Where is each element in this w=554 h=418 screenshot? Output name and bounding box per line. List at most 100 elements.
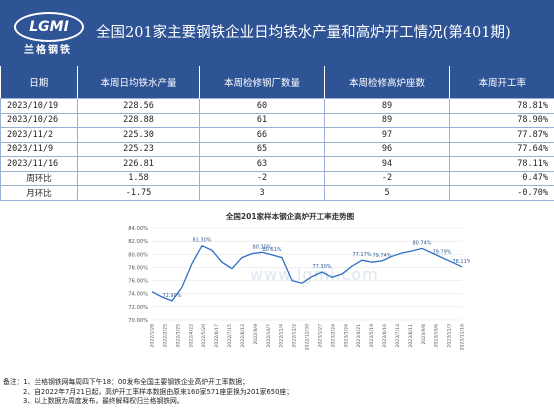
- mom-label: 月环比: [0, 185, 78, 201]
- cell-furnaces: 89: [324, 98, 450, 114]
- data-label: 78.11%: [452, 259, 470, 265]
- y-tick-label: 78.00%: [128, 265, 148, 271]
- note-line: 2、自2022年7月21日起，高炉开工率样本数据由原来160家571座更换为20…: [23, 387, 294, 396]
- x-tick-label: 2022/3/25: [175, 324, 181, 348]
- y-tick-label: 82.00%: [128, 239, 148, 245]
- table-row: 2023/10/19 228.56 60 89 78.81%: [0, 98, 554, 114]
- note-line: 备注：1、兰格钢铁网每周四下午18：00发布全国主要钢铁企业高炉开工率数据；: [3, 378, 249, 386]
- logo-text: 兰格钢铁: [24, 45, 72, 56]
- cell-rate: 78.90%: [449, 112, 554, 128]
- x-tick-label: 2023/3/24: [343, 324, 349, 348]
- col-header-furnaces: 本周检修高炉座数: [324, 66, 450, 99]
- x-tick-label: 2022/8/12: [240, 324, 246, 348]
- x-tick-label: 2023/7/14: [395, 324, 401, 348]
- cell-mills: 61: [199, 112, 325, 128]
- data-label: 80.74%: [412, 240, 431, 246]
- cell-date: 2023/10/26: [0, 112, 78, 128]
- table-row: 2023/10/26 228.88 61 89 78.90%: [0, 112, 554, 128]
- cell-date: 2023/11/2: [0, 127, 78, 143]
- data-label: 80.30%: [252, 244, 271, 250]
- table-row: 2023/11/16 226.81 63 94 78.11%: [0, 156, 554, 172]
- x-tick-label: 2023/11/3: [447, 324, 453, 348]
- mom-furnaces: 5: [324, 185, 450, 201]
- cell-date: 2023/10/19: [0, 98, 78, 114]
- x-tick-label: 2022/2/25: [162, 324, 168, 348]
- table-header-row: 日期 本周日均铁水产量 本周检修钢厂数量 本周检修高炉座数 本周开工率: [0, 66, 554, 99]
- x-tick-label: 2022/5/20: [201, 324, 207, 348]
- wow-rate: 0.47%: [449, 170, 554, 186]
- logo-mark: LGMI: [14, 12, 84, 42]
- y-tick-label: 84.00%: [128, 226, 148, 232]
- x-tick-label: 2023/1/27: [317, 324, 323, 348]
- x-tick-label: 2022/11/4: [279, 324, 285, 348]
- cell-date: 2023/11/9: [0, 141, 78, 157]
- x-tick-label: 2023/8/11: [408, 324, 414, 348]
- footnotes: 备注：1、兰格钢铁网每周四下午18：00发布全国主要钢铁企业高炉开工率数据； 2…: [3, 378, 553, 407]
- y-tick-label: 74.00%: [128, 292, 148, 298]
- cell-mills: 63: [199, 156, 325, 172]
- x-tick-label: 2022/9/9: [253, 324, 259, 345]
- cell-mills: 60: [199, 98, 325, 114]
- x-tick-label: 2023/2/24: [330, 324, 336, 348]
- cell-furnaces: 97: [324, 127, 450, 143]
- cell-furnaces: 96: [324, 141, 450, 157]
- col-header-output: 本周日均铁水产量: [77, 66, 200, 99]
- x-tick-label: 2022/12/2: [292, 324, 298, 348]
- col-header-date: 日期: [0, 66, 78, 99]
- cell-mills: 66: [199, 127, 325, 143]
- mom-rate: -0.70%: [449, 185, 554, 201]
- data-label: 79.74%: [372, 253, 391, 259]
- cell-date: 2023/11/16: [0, 156, 78, 172]
- y-tick-label: 72.00%: [128, 305, 148, 311]
- data-table: 日期 本周日均铁水产量 本周检修钢厂数量 本周检修高炉座数 本周开工率 2023…: [0, 66, 554, 201]
- cell-mills: 65: [199, 141, 325, 157]
- data-label: 80.61%: [262, 247, 281, 253]
- y-tick-label: 70.00%: [128, 318, 148, 324]
- wow-furnaces: -2: [324, 170, 450, 186]
- wow-label: 周环比: [0, 170, 78, 186]
- cell-output: 225.23: [77, 141, 200, 157]
- data-label: 77.30%: [312, 264, 331, 270]
- wow-output: 1.58: [77, 170, 200, 186]
- x-tick-label: 2022/7/15: [227, 324, 233, 348]
- cell-rate: 77.64%: [449, 141, 554, 157]
- mom-output: -1.75: [77, 185, 200, 201]
- x-tick-label: 2023/6/16: [382, 324, 388, 348]
- data-label: 79.79%: [432, 250, 451, 256]
- page-title: 全国201家主要钢铁企业日均铁水产量和高炉开工情况(第401期): [96, 25, 511, 41]
- x-tick-label: 2023/11/16: [460, 324, 466, 351]
- watermark: www.lgmi.com: [250, 265, 379, 284]
- col-header-mills: 本周检修钢厂数量: [199, 66, 325, 99]
- x-tick-label: 2023/5/19: [369, 324, 375, 348]
- chart-title: 全国201家样本钢企高炉开工率走势图: [225, 212, 355, 221]
- wow-row: 周环比 1.58 -2 -2 0.47%: [0, 170, 554, 186]
- mom-mills: 3: [199, 185, 325, 201]
- x-tick-label: 2022/1/28: [150, 324, 156, 348]
- x-tick-label: 2022/12/30: [305, 324, 311, 351]
- mom-row: 月环比 -1.75 3 5 -0.70%: [0, 185, 554, 201]
- logo: LGMI 兰格钢铁: [8, 10, 86, 56]
- cell-output: 226.81: [77, 156, 200, 172]
- cell-rate: 77.87%: [449, 127, 554, 143]
- cell-rate: 78.81%: [449, 98, 554, 114]
- data-label: 77.17%: [352, 252, 371, 258]
- col-header-rate: 本周开工率: [449, 66, 554, 99]
- x-tick-label: 2023/4/21: [356, 324, 362, 348]
- table-row: 2023/11/2 225.30 66 97 77.87%: [0, 127, 554, 143]
- cell-furnaces: 89: [324, 112, 450, 128]
- wow-mills: -2: [199, 170, 325, 186]
- line-chart: 84.00% 82.00% 80.00% 78.00% 76.00% 74.00% 72.0…: [128, 226, 470, 351]
- x-tick-label: 2023/10/6: [434, 324, 440, 348]
- note-line: 3、以上数据为周度发布，最终解释权归兰格钢铁网。: [23, 397, 184, 405]
- cell-furnaces: 94: [324, 156, 450, 172]
- y-tick-label: 80.00%: [128, 252, 148, 258]
- y-tick-label: 76.00%: [128, 279, 148, 285]
- table-row: 2023/11/9 225.23 65 96 77.64%: [0, 141, 554, 157]
- series-line: [151, 244, 463, 302]
- cell-output: 228.88: [77, 112, 200, 128]
- data-label: 81.30%: [192, 238, 211, 244]
- cell-output: 225.30: [77, 127, 200, 143]
- cell-rate: 78.11%: [449, 156, 554, 172]
- header-banner: LGMI 兰格钢铁 全国201家主要钢铁企业日均铁水产量和高炉开工情况(第401…: [0, 0, 554, 66]
